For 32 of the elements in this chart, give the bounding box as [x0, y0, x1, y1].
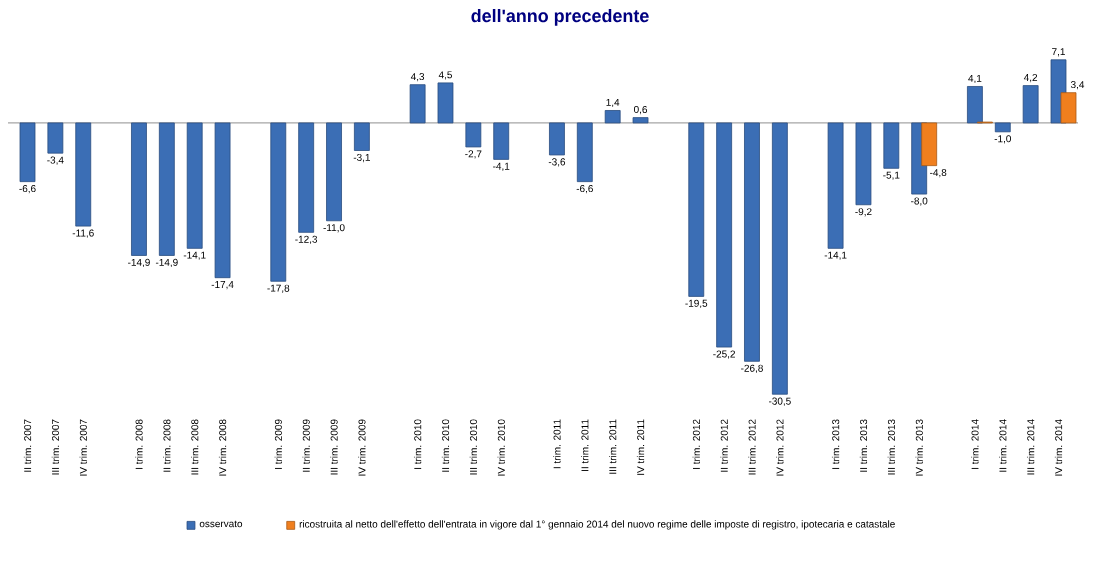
bar: [604, 110, 621, 124]
bar: [632, 117, 649, 124]
bar: [549, 122, 565, 156]
bar: [465, 122, 482, 148]
bar: [214, 122, 231, 279]
bar: [270, 122, 287, 282]
bar: [576, 122, 593, 183]
bar: [326, 122, 342, 222]
bar: [855, 122, 872, 206]
bar: [19, 122, 36, 183]
bar: [409, 84, 426, 124]
bar: [493, 122, 510, 160]
bar: [688, 122, 705, 297]
bar: [158, 122, 175, 256]
chart-title: dell'anno precedente: [471, 9, 649, 26]
bar: [716, 122, 733, 348]
bar: [744, 122, 760, 362]
bar: [186, 122, 203, 249]
bar: [921, 122, 938, 167]
bar: [994, 122, 1011, 133]
bar: [131, 122, 147, 256]
bar: [47, 122, 64, 154]
bar: [883, 122, 900, 169]
bar: [353, 122, 370, 151]
bar: [437, 82, 454, 124]
bar: [771, 122, 788, 395]
bar: [827, 122, 844, 249]
bar: [967, 86, 983, 124]
bar: [1060, 92, 1077, 124]
bar: [1022, 85, 1039, 124]
bar: [298, 122, 315, 233]
bar: [75, 122, 92, 227]
